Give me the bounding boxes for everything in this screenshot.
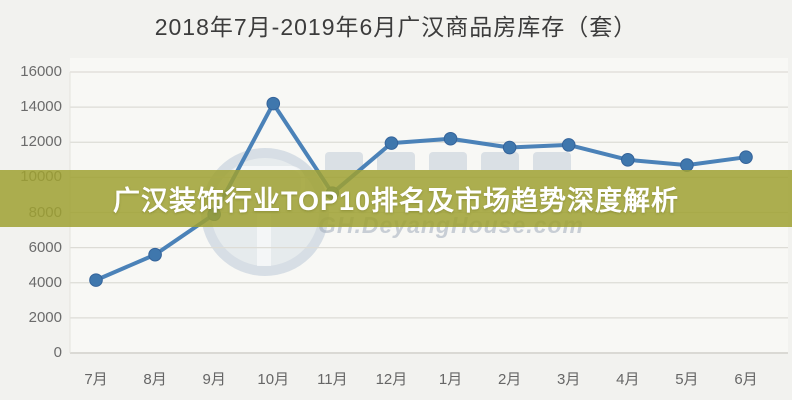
y-tick-label: 14000 — [20, 98, 62, 116]
data-point-marker — [384, 136, 399, 150]
y-tick-label: 16000 — [20, 63, 62, 80]
overlay-banner: 广汉装饰行业TOP10排名及市场趋势深度解析 — [0, 170, 792, 227]
data-point-marker — [148, 247, 162, 262]
x-tick-label: 11月 — [317, 371, 348, 388]
data-point-marker — [266, 96, 281, 111]
data-point-marker — [621, 153, 635, 167]
overlay-banner-text: 广汉装饰行业TOP10排名及市场趋势深度解析 — [112, 186, 680, 216]
y-tick-label: 4000 — [28, 273, 62, 291]
x-tick-label: 9月 — [202, 371, 226, 388]
data-point-marker — [739, 150, 753, 164]
data-point-marker — [502, 140, 517, 155]
x-tick-label: 2月 — [497, 371, 522, 388]
x-tick-label: 4月 — [616, 371, 640, 388]
data-point-marker — [561, 138, 576, 152]
y-tick-label: 6000 — [28, 238, 62, 256]
x-tick-label: 5月 — [675, 371, 699, 388]
y-tick-label: 2000 — [28, 308, 62, 326]
x-tick-label: 10月 — [257, 371, 290, 388]
data-point-marker — [89, 273, 103, 287]
watermark-glyphs — [325, 152, 587, 170]
y-tick-label: 12000 — [20, 133, 62, 151]
x-tick-label: 3月 — [557, 371, 581, 388]
x-tick-label: 8月 — [143, 371, 167, 388]
x-tick-label: 6月 — [734, 371, 758, 388]
chart-title: 2018年7月-2019年6月广汉商品房库存（套） — [154, 14, 638, 40]
x-tick-label: 12月 — [375, 371, 408, 388]
x-tick-label: 1月 — [438, 371, 463, 388]
y-tick-label: 0 — [53, 344, 62, 361]
data-point-marker — [443, 131, 458, 146]
x-tick-label: 7月 — [84, 371, 108, 388]
